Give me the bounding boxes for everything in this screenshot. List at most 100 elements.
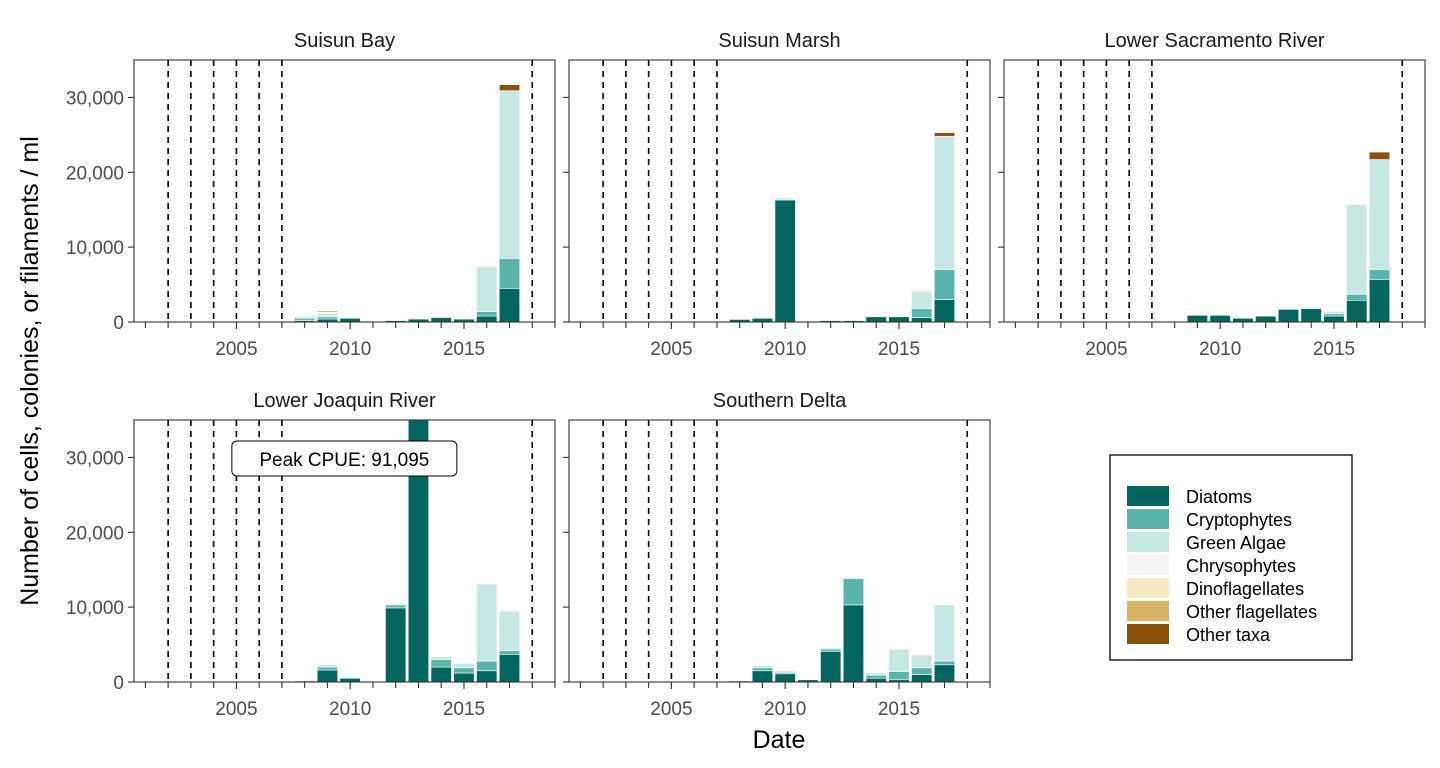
panel-border: [1003, 59, 1426, 323]
x-tick-label: 2010: [1199, 339, 1241, 360]
legend-swatch: [1127, 624, 1169, 644]
bar-segment: [476, 670, 498, 682]
x-tick-label: 2015: [443, 699, 485, 720]
legend-swatch: [1127, 509, 1169, 529]
x-tick-label: 2010: [764, 699, 806, 720]
x-tick-label: 2015: [878, 699, 920, 720]
bar-segment: [1209, 314, 1231, 322]
bar-segment: [476, 311, 498, 317]
x-tick-label: 2005: [650, 339, 692, 360]
bar-segment: [933, 604, 956, 662]
legend-swatch: [1127, 486, 1169, 506]
bar-segment: [476, 660, 498, 672]
x-tick-label: 2010: [764, 339, 806, 360]
bar-segment: [316, 666, 338, 671]
x-tick-label: 2010: [329, 339, 371, 360]
bar-segment: [476, 583, 498, 662]
bar-segment: [408, 0, 428, 1]
bar-segment: [911, 654, 933, 669]
bar-segment: [339, 677, 361, 682]
annotation-label: Peak CPUE: 91,095: [259, 450, 429, 471]
bar-segment: [498, 654, 521, 682]
bar-segment: [316, 312, 338, 318]
facet-panel: Lower Sacramento River 2005 2010 2015: [998, 30, 1426, 360]
bar-segment: [339, 317, 361, 322]
legend-label: Cryptophytes: [1186, 510, 1292, 530]
bar-segment: [1346, 204, 1368, 295]
facet-title: Southern Delta: [713, 390, 847, 412]
bar-segment: [498, 258, 521, 289]
bar-segment: [774, 197, 796, 200]
facet-title: Lower Joaquin River: [253, 390, 436, 412]
x-tick-label: 2015: [1313, 339, 1355, 360]
legend-label: Chrysophytes: [1186, 556, 1296, 576]
legend-label: Other taxa: [1186, 625, 1271, 645]
legend-swatch: [1127, 555, 1169, 575]
bar-group: [294, 84, 521, 322]
y-tick-label: 10,000: [66, 238, 124, 259]
x-tick-label: 2005: [1085, 339, 1127, 360]
bar-segment: [1346, 294, 1368, 301]
bar-segment: [774, 670, 796, 673]
facet-title: Suisun Bay: [294, 30, 395, 52]
bar-segment: [453, 672, 475, 682]
legend-label: Other flagellates: [1186, 602, 1317, 622]
y-tick-label: 30,000: [66, 88, 124, 109]
bar-segment: [316, 664, 338, 668]
bar-segment: [316, 310, 338, 313]
panel-border: [133, 419, 556, 683]
facet-panel: Lower Joaquin River 2005 2010 2015 0 10,000 20…: [66, 0, 556, 720]
y-tick-label: 0: [113, 673, 124, 694]
bar-segment: [911, 667, 933, 675]
bar-group: [294, 0, 521, 682]
bar-segment: [1323, 315, 1345, 322]
bar-segment: [865, 672, 887, 676]
bar-group: [729, 576, 956, 682]
bar-segment: [751, 670, 773, 682]
bar-segment: [933, 136, 956, 270]
bar-segment: [476, 266, 498, 312]
legend-swatch: [1127, 601, 1169, 621]
bar-segment: [498, 288, 521, 322]
panel-border: [133, 59, 556, 323]
bar-segment: [820, 651, 842, 682]
legend-label: Green Algae: [1186, 533, 1286, 553]
bar-segment: [933, 664, 956, 682]
bar-segment: [751, 667, 773, 672]
bar-segment: [911, 291, 933, 293]
bar-segment: [933, 660, 956, 666]
x-tick-label: 2015: [443, 339, 485, 360]
bar-segment: [865, 674, 887, 679]
bar-segment: [476, 315, 498, 322]
y-tick-label: 10,000: [66, 598, 124, 619]
bar-segment: [316, 669, 338, 682]
bar-segment: [1323, 311, 1345, 315]
bar-segment: [453, 667, 475, 674]
bar-segment: [751, 665, 773, 669]
panel-border: [568, 59, 991, 323]
annotation-box: [231, 440, 458, 477]
bar-segment: [1300, 308, 1322, 322]
bar-segment: [888, 671, 910, 681]
x-tick-label: 2010: [329, 699, 371, 720]
bar-group: [1186, 151, 1391, 322]
bar-segment: [820, 648, 842, 652]
x-tick-label: 2005: [215, 339, 257, 360]
bar-segment: [1368, 159, 1391, 270]
bar-segment: [407, 420, 430, 682]
panel-border: [568, 419, 991, 683]
bar-segment: [430, 656, 452, 660]
bar-segment: [430, 659, 452, 668]
y-tick-label: 20,000: [66, 163, 124, 184]
facet-title: Suisun Marsh: [718, 30, 840, 52]
bar-segment: [774, 199, 796, 322]
x-tick-label: 2005: [650, 699, 692, 720]
bar-segment: [865, 677, 887, 682]
bar-segment: [339, 316, 361, 318]
bar-segment: [385, 604, 407, 609]
facet-panel: Suisun Marsh 2005 2010 2015: [563, 30, 991, 360]
legend-label: Diatoms: [1186, 487, 1252, 507]
bar-segment: [1277, 308, 1299, 322]
bar-segment: [911, 317, 933, 322]
